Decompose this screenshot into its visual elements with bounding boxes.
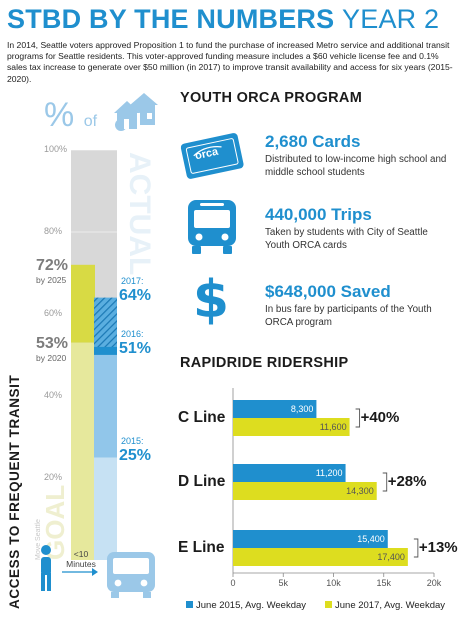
actual-value-2: 25% [119, 446, 152, 464]
rr-bar-label-2-0: 15,400 [357, 534, 385, 544]
orca-cards-desc: Distributed to low-income high school an… [265, 154, 447, 178]
actual-value-0: 64% [119, 286, 152, 304]
rr-bracket-0 [355, 408, 361, 428]
rr-bracket-2 [413, 538, 419, 558]
walk-to-bus-icon [41, 545, 155, 598]
access-tick-60%: 60% [44, 308, 63, 318]
of-text: of [83, 113, 98, 130]
rr-xtick-0: 0 [230, 578, 236, 588]
rr-category-2: E Line [178, 539, 225, 556]
orca-trips-desc: Taken by students with City of Seattle Y… [265, 227, 428, 251]
legend-2015-label: June 2015, Avg. Weekday [196, 600, 307, 611]
rr-bar-1-0 [233, 464, 346, 482]
percent-of-label: % of [44, 96, 97, 135]
goal-bar-2025 [71, 264, 95, 343]
orca-saved-desc: In bus fare by participants of the Youth… [265, 304, 432, 328]
rapidride-chart [232, 388, 435, 577]
legend-swatch-2015 [186, 601, 193, 608]
orca-trips-value: 440,000 Trips [265, 205, 372, 224]
actual-bar-2015 [94, 457, 117, 560]
goal-bar-2020 [71, 342, 95, 560]
rr-bar-1-1 [233, 482, 377, 500]
actual-bar-2016-marker [94, 346, 117, 355]
orca-cards-value: 2,680 Cards [265, 132, 361, 151]
rr-bar-2-0 [233, 530, 388, 548]
goal-label-1: 53% [36, 334, 69, 352]
legend-swatch-2017 [325, 601, 332, 608]
rr-xtick-15k: 15k [376, 578, 391, 588]
actual-bar-2016 [94, 350, 117, 458]
rr-bar-0-0 [233, 400, 317, 418]
actual-year-0: 2017: [121, 275, 144, 286]
rr-change-2: +13% [418, 539, 458, 556]
rr-bar-label-1-1: 14,300 [346, 486, 374, 496]
rr-xtick-10k: 10k [326, 578, 341, 588]
actual-watermark: ACTUAL [123, 152, 156, 275]
actual-year-2: 2015: [121, 435, 144, 446]
rr-category-1: D Line [178, 473, 226, 490]
walk-time-label: <10 Minutes [66, 549, 96, 569]
actual-value-1: 51% [119, 339, 152, 357]
rr-bar-label-2-1: 17,400 [377, 552, 405, 562]
rr-xtick-20k: 20k [426, 578, 442, 588]
access-tick-40%: 40% [44, 390, 63, 400]
legend-2017: June 2017, Avg. Weekday [325, 600, 445, 611]
title-bold: STBD BY THE NUMBERS [7, 4, 335, 34]
goal-small-watermark: Move Seattle [35, 519, 42, 560]
rr-change-1: +28% [387, 473, 427, 490]
bus-icon [188, 200, 236, 254]
intro-paragraph: In 2014, Seattle voters approved Proposi… [7, 40, 453, 84]
access-tick-80%: 80% [44, 226, 63, 236]
orca-card-icon [180, 133, 244, 179]
access-tick-20%: 20% [44, 472, 63, 482]
actual-year-1: 2016: [121, 328, 144, 339]
percent-symbol: % [44, 96, 75, 134]
rr-bar-2-1 [233, 548, 408, 566]
rapidride-heading: RAPIDRIDE RIDERSHIP [180, 355, 349, 371]
rr-bar-label-0-0: 8,300 [290, 404, 314, 414]
orca-heading: YOUTH ORCA PROGRAM [180, 90, 363, 106]
title-year: YEAR 2 [342, 4, 440, 34]
svg-text:$: $ [193, 270, 229, 326]
orca-saved-value: $648,000 Saved [265, 282, 391, 301]
rr-xtick-5k: 5k [278, 578, 288, 588]
rr-bracket-1 [382, 472, 388, 492]
rr-bar-label-1-0: 11,200 [315, 468, 343, 478]
rr-bar-label-0-1: 11,600 [319, 422, 347, 432]
rr-change-0: +40% [360, 409, 400, 426]
goal-sub-0: by 2025 [36, 274, 67, 285]
rr-category-0: C Line [178, 409, 226, 426]
small-bus-icon [107, 552, 155, 598]
houses-icon [114, 93, 158, 131]
rr-bar-0-1 [233, 418, 350, 436]
legend-2017-label: June 2017, Avg. Weekday [335, 600, 446, 611]
page-title: STBD BY THE NUMBERS YEAR 2 [7, 4, 439, 35]
legend-2015: June 2015, Avg. Weekday [186, 600, 306, 611]
goal-label-0: 72% [36, 256, 69, 274]
dollar-icon: $ [193, 270, 229, 326]
access-tick-100%: 100% [44, 144, 68, 154]
actual-bar-2017 [94, 297, 117, 351]
goal-sub-1: by 2020 [36, 352, 67, 363]
